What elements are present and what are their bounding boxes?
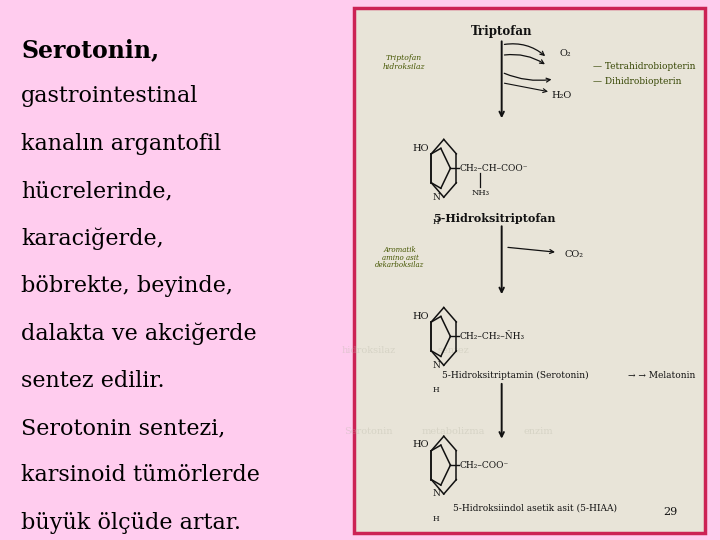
Text: hücrelerinde,: hücrelerinde, <box>22 180 173 202</box>
Text: amino asit: amino asit <box>382 254 418 261</box>
Text: N: N <box>432 193 440 201</box>
Text: karsinoid tümörlerde: karsinoid tümörlerde <box>22 464 260 487</box>
Text: — Dihidrobiopterin: — Dihidrobiopterin <box>593 77 681 86</box>
Text: Serotonin: Serotonin <box>344 427 393 436</box>
Text: Serotonin sentezi,: Serotonin sentezi, <box>22 417 225 439</box>
Text: hidroksilaz: hidroksilaz <box>382 63 425 71</box>
Text: H: H <box>433 515 439 523</box>
Text: — Tetrahidrobiopterin: — Tetrahidrobiopterin <box>593 63 696 71</box>
Text: sentez edilir.: sentez edilir. <box>22 369 165 392</box>
Text: enzim: enzim <box>523 427 554 436</box>
Text: Triptofan: Triptofan <box>471 25 532 38</box>
Text: kanalın argantofil: kanalın argantofil <box>22 132 221 154</box>
Text: 5-Hidroksitriptofan: 5-Hidroksitriptofan <box>433 213 556 224</box>
Text: 5-Hidroksiindol asetik asit (5-HIAA): 5-Hidroksiindol asetik asit (5-HIAA) <box>453 504 616 512</box>
Text: HO: HO <box>412 312 428 321</box>
Text: metabolizma: metabolizma <box>422 427 485 436</box>
Text: Triptofan: Triptofan <box>385 54 421 62</box>
Text: böbrekte, beyinde,: böbrekte, beyinde, <box>22 275 233 297</box>
Text: büyük ölçüde artar.: büyük ölçüde artar. <box>22 512 241 534</box>
Text: karaciğerde,: karaciğerde, <box>22 227 164 250</box>
Text: hidroksilaz: hidroksilaz <box>341 346 395 355</box>
Text: O₂: O₂ <box>559 49 571 58</box>
FancyBboxPatch shape <box>354 8 705 534</box>
Text: H₂O: H₂O <box>552 91 572 100</box>
Text: HO: HO <box>412 144 428 153</box>
Text: H: H <box>433 218 439 226</box>
Text: CO₂: CO₂ <box>564 251 584 260</box>
Text: gastrointestinal: gastrointestinal <box>22 85 199 107</box>
Text: Aromatik: Aromatik <box>384 246 416 254</box>
Text: N: N <box>432 361 440 370</box>
Text: N: N <box>432 489 440 498</box>
Text: H: H <box>433 386 439 394</box>
Text: CH₂–COO⁻: CH₂–COO⁻ <box>459 461 508 470</box>
Text: CH₂–CH–COO⁻: CH₂–CH–COO⁻ <box>459 164 528 173</box>
Text: Serotonin,: Serotonin, <box>22 38 159 62</box>
Text: HO: HO <box>412 441 428 449</box>
Text: dekarboksilaz: dekarboksilaz <box>375 261 425 269</box>
Text: 29: 29 <box>663 508 678 517</box>
Text: → → Melatonin: → → Melatonin <box>628 372 696 380</box>
Text: NH₃: NH₃ <box>471 190 489 197</box>
Text: sentez: sentez <box>438 346 469 355</box>
Text: dalakta ve akciğerde: dalakta ve akciğerde <box>22 322 257 345</box>
Text: 5-Hidroksitriptamin (Serotonin): 5-Hidroksitriptamin (Serotonin) <box>442 371 589 380</box>
Text: CH₂–CH₂–ÑH₃: CH₂–CH₂–ÑH₃ <box>459 332 524 341</box>
